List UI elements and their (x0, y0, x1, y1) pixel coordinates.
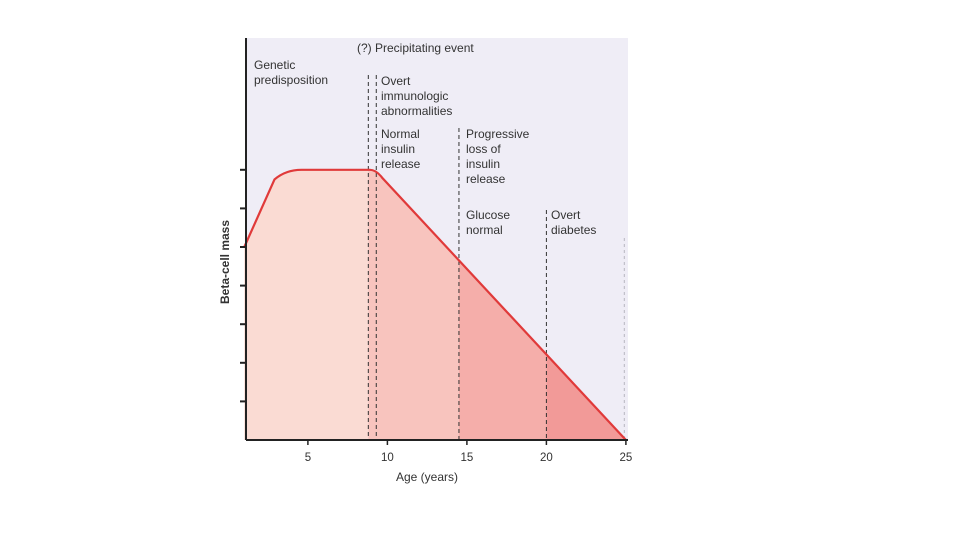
stage-fill (244, 169, 369, 441)
annotation-genetic-predisposition: Genetic predisposition (254, 58, 328, 87)
y-axis-label: Beta-cell mass (218, 220, 232, 304)
annotation-line: immunologic (381, 89, 448, 103)
annotation-precipitating-event: (?) Precipitating event (357, 41, 474, 55)
annotation-line: insulin (381, 142, 415, 156)
annotation-line: Overt (551, 208, 581, 222)
annotation-line: normal (466, 223, 503, 237)
annotation-line: diabetes (551, 223, 596, 237)
annotation-line: Normal (381, 127, 420, 141)
x-axis-label: Age (years) (396, 470, 458, 484)
annotation-line: release (466, 172, 506, 186)
annotation-progressive-loss: Progressive loss of insulin release (466, 127, 533, 186)
x-tick-label: 25 (620, 452, 633, 464)
stage-markers (367, 75, 625, 440)
annotation-line: Genetic (254, 58, 295, 72)
annotation-line: Overt (381, 74, 411, 88)
annotation-normal-insulin: Normal insulin release (381, 127, 423, 171)
x-tick-label: 20 (540, 452, 553, 464)
annotation-overt-diabetes: Overt diabetes (551, 208, 596, 237)
x-tick-label: 10 (381, 452, 394, 464)
stage-fill (458, 260, 547, 440)
axes: 5 10 15 20 25 (240, 38, 632, 464)
annotation-line: abnormalities (381, 104, 452, 118)
x-tick-label: 15 (461, 452, 474, 464)
x-tick-label: 5 (305, 452, 311, 464)
annotation-line: release (381, 157, 421, 171)
annotation-line: Glucose (466, 208, 510, 222)
annotation-overt-immunologic: Overt immunologic abnormalities (381, 74, 452, 118)
annotation-glucose-normal: Glucose normal (466, 208, 513, 237)
annotation-line: Progressive (466, 127, 530, 141)
annotation-line: predisposition (254, 73, 328, 87)
annotation-line: loss of (466, 142, 501, 156)
annotation-line: insulin (466, 157, 500, 171)
beta-cell-mass-curve (243, 168, 627, 441)
